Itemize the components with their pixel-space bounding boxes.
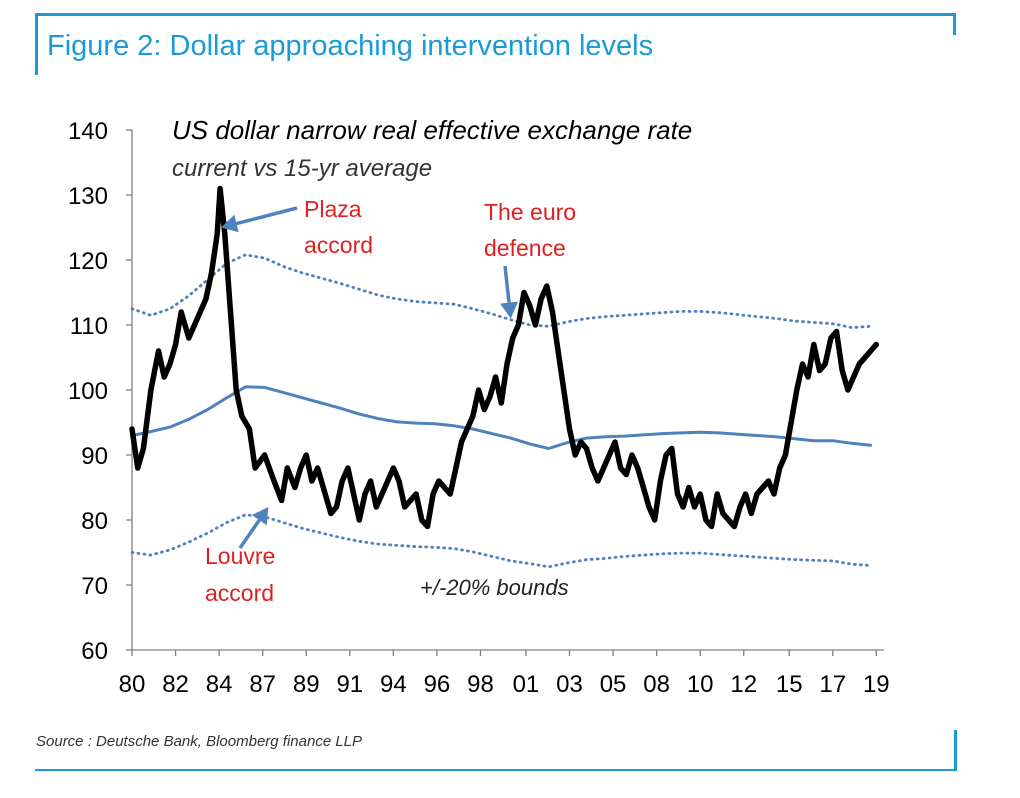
x-tick-label: 17 xyxy=(819,671,846,698)
arrow-louvre-head xyxy=(251,507,269,526)
y-tick-label: 130 xyxy=(68,183,108,210)
x-tick-label: 94 xyxy=(380,671,407,698)
annotation-louvre-line2: accord xyxy=(205,580,274,606)
annotation-louvre-line1: Louvre xyxy=(205,543,275,569)
annotation-layer xyxy=(221,206,518,549)
x-tick-label: 05 xyxy=(600,671,627,698)
annotation-euro-line2: defence xyxy=(484,235,566,261)
x-tick-label: 82 xyxy=(162,671,189,698)
arrow-louvre xyxy=(238,507,269,549)
y-tick-label: 80 xyxy=(81,508,108,535)
x-tick-label: 03 xyxy=(556,671,583,698)
annotation-plaza-line2: accord xyxy=(304,232,373,258)
series-layer xyxy=(129,185,880,569)
figure-title: Figure 2: Dollar approaching interventio… xyxy=(47,30,654,62)
y-tick-label: 110 xyxy=(70,313,108,340)
y-tick-label: 90 xyxy=(81,443,108,470)
x-tick-label: 08 xyxy=(643,671,670,698)
x-tick-label: 98 xyxy=(467,671,494,698)
frame-bottom-right-border xyxy=(954,730,957,771)
x-tick-label: 12 xyxy=(730,671,757,698)
frame-top-right-border xyxy=(953,13,956,35)
x-tick-label: 01 xyxy=(513,671,540,698)
annotation-euro-line1: The euro xyxy=(484,199,576,225)
annotation-bounds-label: +/-20% bounds xyxy=(420,575,569,600)
x-tick-label: 84 xyxy=(206,671,233,698)
x-tick-label: 89 xyxy=(293,671,320,698)
x-tick-label: 96 xyxy=(424,671,451,698)
series-line-1 xyxy=(130,385,873,450)
frame-left-border xyxy=(35,13,38,75)
x-tick-label: 19 xyxy=(863,671,890,698)
x-tick-label: 87 xyxy=(249,671,276,698)
x-tick-label: 15 xyxy=(776,671,803,698)
source-note: Source : Deutsche Bank, Bloomberg financ… xyxy=(36,733,363,750)
y-tick-label: 100 xyxy=(68,378,108,405)
y-tick-label: 120 xyxy=(68,248,108,275)
x-tick-label: 91 xyxy=(336,671,363,698)
chart-title: US dollar narrow real effective exchange… xyxy=(172,115,692,145)
arrow-euro xyxy=(500,265,518,319)
series-line-2 xyxy=(130,253,872,329)
annotation-plaza-line1: Plaza xyxy=(304,196,362,222)
y-tick-label: 70 xyxy=(81,573,108,600)
frame-bottom-border xyxy=(35,769,956,771)
y-tick-label: 140 xyxy=(68,118,108,145)
x-tick-label: 80 xyxy=(119,671,146,698)
arrow-louvre-shaft xyxy=(238,519,261,549)
y-tick-label: 60 xyxy=(81,638,108,665)
arrow-plaza-shaft xyxy=(236,206,298,226)
chart-axes: 60 70 80 90 100 110 120 130 140 80 82 84 87 89 91 94 96 9… xyxy=(68,118,890,698)
chart-subtitle: current vs 15-yr average xyxy=(172,155,432,182)
series-line-0 xyxy=(129,185,880,530)
x-tick-label: 10 xyxy=(687,671,714,698)
arrow-euro-shaft xyxy=(503,265,511,303)
arrow-euro-head xyxy=(500,301,518,319)
arrow-plaza xyxy=(221,206,298,233)
frame-top-border xyxy=(35,13,956,16)
arrow-plaza-head xyxy=(221,214,239,233)
